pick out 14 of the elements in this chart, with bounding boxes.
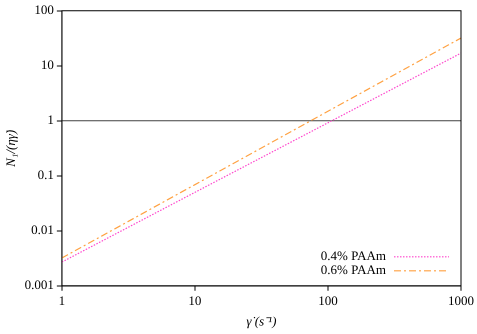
legend-label: 0.4% PAAm (320, 248, 386, 264)
y-tick-label: 0.001 (24, 277, 54, 292)
y-tick-label: 0.01 (31, 222, 54, 238)
y-tick-label: 1 (47, 112, 54, 128)
x-tick-label: 1 (58, 293, 66, 308)
legend-label: 0.6% PAAm (320, 262, 386, 278)
x-tick-label: 1000 (448, 293, 474, 308)
x-tick-label: 100 (318, 293, 338, 308)
y-tick-label: 0.1 (38, 167, 54, 182)
x-axis-title: γ̇ (s⁻¹) (246, 314, 276, 329)
x-tick-label: 10 (188, 293, 202, 308)
y-axis-title: N₁/(ηγ̇) (3, 130, 18, 168)
y-tick-label: 10 (40, 57, 54, 72)
y-tick-label: 100 (34, 2, 54, 18)
